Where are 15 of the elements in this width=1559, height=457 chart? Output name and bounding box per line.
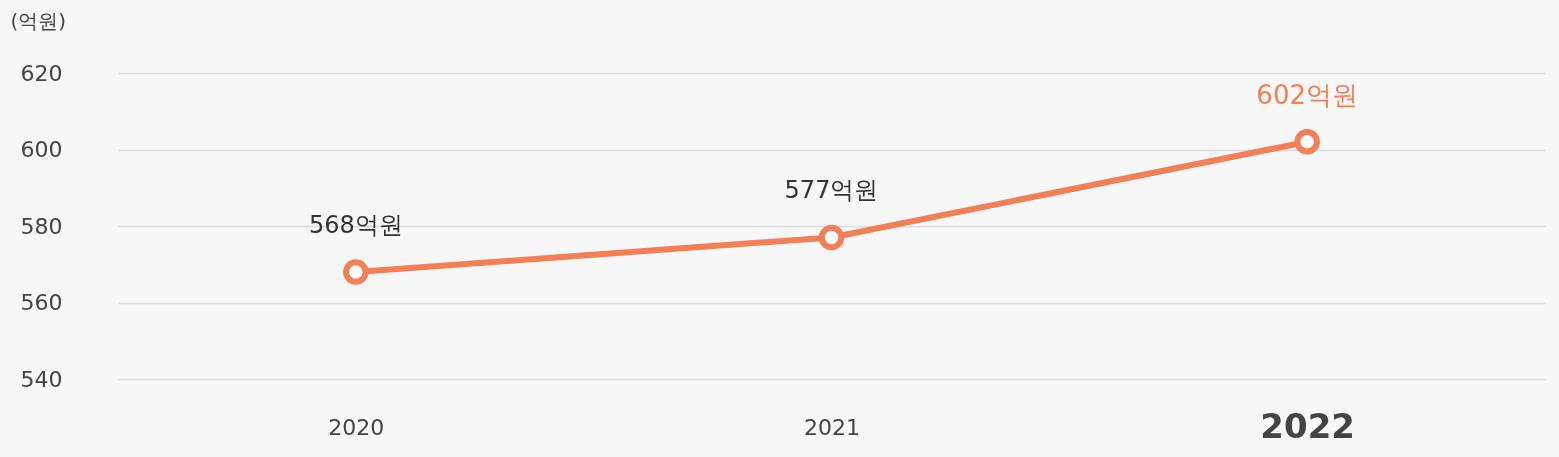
x-tick-label: 2021 bbox=[804, 414, 860, 440]
y-tick-label: 600 bbox=[20, 137, 63, 162]
y-tick-label: 580 bbox=[20, 213, 63, 239]
data-label: 568억원 bbox=[308, 210, 403, 239]
y-tick-label: 560 bbox=[20, 290, 63, 315]
x-tick-label: 2022 bbox=[1260, 405, 1355, 446]
point bbox=[1294, 129, 1320, 155]
y-tick-label: 540 bbox=[20, 366, 63, 392]
data-label: 602억원 bbox=[1256, 79, 1358, 110]
data-label: 577억원 bbox=[784, 176, 879, 205]
point bbox=[818, 224, 845, 251]
point bbox=[343, 259, 369, 285]
x-tick-label: 2020 bbox=[328, 414, 385, 440]
y-axis-title: (억원) bbox=[10, 8, 67, 33]
y-tick-label: 620 bbox=[20, 60, 63, 86]
